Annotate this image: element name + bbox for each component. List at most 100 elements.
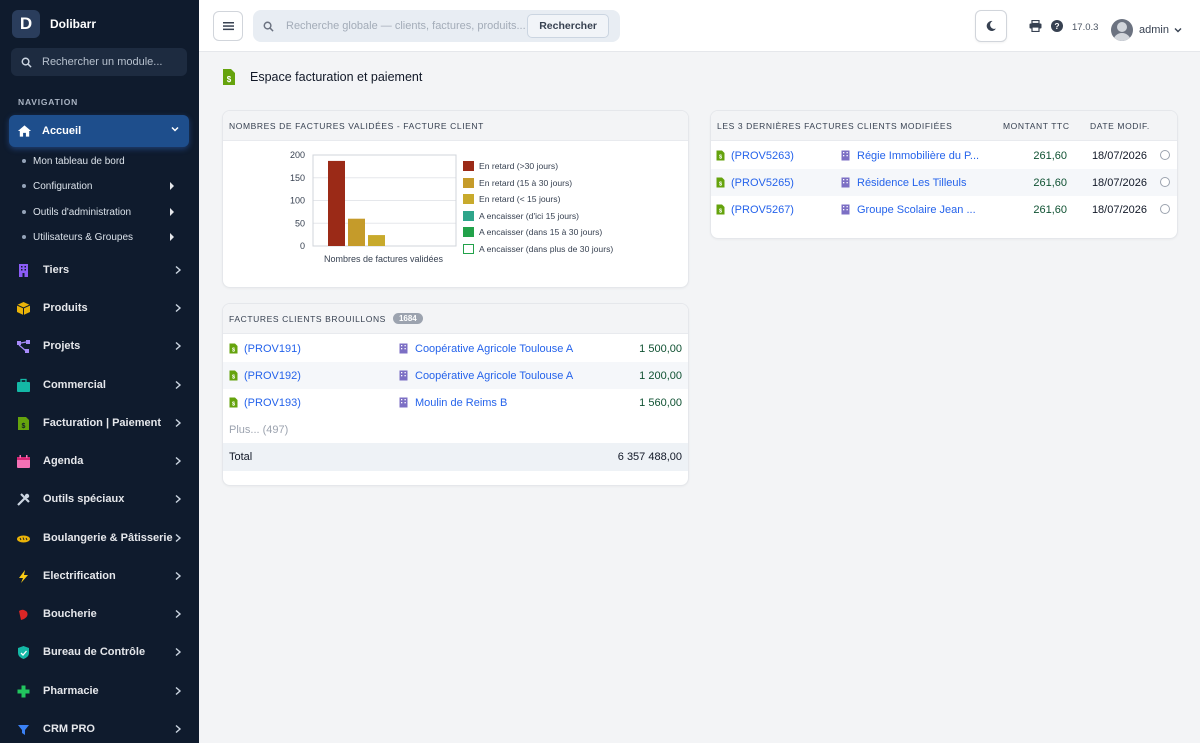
legend-label: A encaisser (dans 15 à 30 jours) bbox=[479, 227, 603, 238]
svg-text:$: $ bbox=[227, 75, 232, 84]
sidebar-item-commercial[interactable]: Commercial bbox=[16, 374, 186, 396]
client-cell: Coopérative Agricole Toulouse A bbox=[399, 370, 573, 382]
page-title: Espace facturation et paiement bbox=[250, 70, 423, 84]
sidebar-subitem-admin-tools[interactable]: Outils d'administration bbox=[22, 203, 182, 221]
sidebar-item-crm-pro[interactable]: CRM PRO bbox=[16, 718, 186, 740]
chart-card: NOMBRES DE FACTURES VALIDÉES - FACTURE C… bbox=[222, 110, 689, 288]
invoice-icon: $ bbox=[716, 204, 725, 215]
print-icon[interactable] bbox=[1029, 20, 1042, 32]
sidebar-item-agenda[interactable]: Agenda bbox=[16, 450, 186, 472]
version-label: 17.0.3 bbox=[1072, 22, 1099, 33]
sidebar-subitem-dashboard[interactable]: Mon tableau de bord bbox=[22, 152, 182, 170]
moon-icon bbox=[986, 20, 996, 31]
amount-value: 1 500,00 bbox=[639, 342, 682, 355]
client-link[interactable]: Coopérative Agricole Toulouse A bbox=[415, 342, 574, 355]
page-header: $ Espace facturation et paiement bbox=[222, 68, 422, 86]
home-icon bbox=[17, 125, 32, 137]
status-radio[interactable] bbox=[1160, 204, 1170, 214]
bar-2 bbox=[348, 218, 365, 246]
table-row: $ (PROV5265) Résidence Les Tilleuls 261,6… bbox=[711, 169, 1177, 196]
client-link[interactable]: Moulin de Reims B bbox=[415, 396, 508, 409]
chart-card-header: NOMBRES DE FACTURES VALIDÉES - FACTURE C… bbox=[223, 111, 688, 141]
draft-invoices-title: FACTURES CLIENTS BROUILLONS bbox=[229, 313, 386, 324]
bread-icon bbox=[17, 535, 30, 542]
chart-card-title: NOMBRES DE FACTURES VALIDÉES - FACTURE C… bbox=[229, 120, 484, 131]
chevron-right-icon bbox=[175, 686, 182, 696]
company-icon bbox=[841, 150, 850, 161]
more-link[interactable]: Plus... (497) bbox=[229, 423, 289, 436]
module-search-input[interactable] bbox=[42, 56, 172, 68]
total-label: Total bbox=[229, 451, 253, 463]
client-cell: Moulin de Reims B bbox=[399, 397, 507, 409]
amount-value: 1 200,00 bbox=[639, 369, 682, 382]
tools-icon bbox=[17, 492, 30, 506]
sidebar-item-label: Facturation | Paiement bbox=[43, 417, 161, 429]
subitem-label: Mon tableau de bord bbox=[33, 155, 125, 167]
user-menu[interactable]: admin bbox=[1111, 19, 1183, 41]
help-icon[interactable]: ? bbox=[1051, 20, 1063, 32]
y-tick-label: 100 bbox=[290, 196, 305, 206]
svg-text:$: $ bbox=[22, 423, 26, 430]
client-link[interactable]: Coopérative Agricole Toulouse A bbox=[415, 369, 574, 382]
sidebar-subitem-users-groups[interactable]: Utilisateurs & Groupes bbox=[22, 228, 182, 246]
invoice-ref-link[interactable]: (PROV191) bbox=[244, 342, 301, 355]
funnel-icon bbox=[18, 724, 29, 735]
client-cell: Coopérative Agricole Toulouse A bbox=[399, 343, 573, 355]
sidebar-subitem-configuration[interactable]: Configuration bbox=[22, 177, 182, 195]
status-radio[interactable] bbox=[1160, 177, 1170, 187]
sidebar-item-label: Pharmacie bbox=[43, 685, 99, 697]
svg-text:?: ? bbox=[1054, 21, 1059, 31]
menu-toggle-button[interactable] bbox=[213, 11, 243, 41]
project-icon bbox=[17, 339, 30, 353]
global-search-input[interactable] bbox=[286, 20, 526, 32]
sidebar-item-electrification[interactable]: Electrification bbox=[16, 565, 186, 587]
theme-toggle-button[interactable] bbox=[975, 10, 1007, 42]
invoice-ref-cell: $ (PROV193) bbox=[229, 397, 301, 409]
sidebar-item-boucherie[interactable]: Boucherie bbox=[16, 603, 186, 625]
invoice-ref-link[interactable]: (PROV5267) bbox=[731, 203, 794, 216]
sidebar-item-projets[interactable]: Projets bbox=[16, 335, 186, 357]
status-radio[interactable] bbox=[1160, 150, 1170, 160]
chevron-right-icon bbox=[175, 647, 182, 657]
legend-entry: En retard (>30 jours) bbox=[463, 158, 613, 175]
building-icon bbox=[19, 263, 28, 277]
sidebar-item-label: Bureau de Contrôle bbox=[43, 646, 146, 658]
invoice-ref-link[interactable]: (PROV193) bbox=[244, 396, 301, 409]
sidebar-item-boulangerie-patisserie[interactable]: Boulangerie & Pâtisserie bbox=[16, 527, 186, 549]
client-link[interactable]: Régie Immobilière du P... bbox=[857, 149, 980, 162]
company-icon bbox=[399, 397, 408, 408]
sidebar-item-bureau-de-controle[interactable]: Bureau de Contrôle bbox=[16, 641, 186, 663]
invoice-ref-link[interactable]: (PROV192) bbox=[244, 369, 301, 382]
brand[interactable]: D Dolibarr bbox=[12, 10, 96, 38]
legend-swatch bbox=[463, 161, 474, 172]
chevron-right-icon bbox=[175, 494, 182, 504]
client-link[interactable]: Groupe Scolaire Jean ... bbox=[857, 203, 976, 216]
sidebar-item-produits[interactable]: Produits bbox=[16, 297, 186, 319]
sidebar-item-outils-speciaux[interactable]: Outils spéciaux bbox=[16, 488, 186, 510]
amount-value: 1 560,00 bbox=[639, 396, 682, 409]
invoice-ref-link[interactable]: (PROV5265) bbox=[731, 176, 794, 189]
sidebar-item-accueil[interactable]: Accueil bbox=[9, 115, 189, 147]
company-icon bbox=[841, 204, 850, 215]
legend-entry: A encaisser (d'ici 15 jours) bbox=[463, 208, 613, 225]
chevron-right-icon bbox=[175, 609, 182, 619]
bar-chart: 0 50 100 150 200 Nombres de factures validées bbox=[290, 150, 457, 264]
sidebar-item-pharmacie[interactable]: Pharmacie bbox=[16, 680, 186, 702]
sidebar-item-facturation-paiement[interactable]: $ Facturation | Paiement bbox=[16, 412, 186, 434]
y-tick-label: 50 bbox=[295, 218, 305, 228]
svg-text:$: $ bbox=[719, 182, 722, 188]
legend-swatch bbox=[463, 243, 474, 254]
client-link[interactable]: Résidence Les Tilleuls bbox=[857, 176, 967, 189]
svg-text:$: $ bbox=[719, 209, 722, 215]
legend-entry: En retard (15 à 30 jours) bbox=[463, 175, 613, 192]
amount-value: 261,60 bbox=[1033, 149, 1067, 162]
client-cell: Résidence Les Tilleuls bbox=[841, 177, 966, 189]
legend-label: En retard (>30 jours) bbox=[479, 161, 559, 172]
sidebar-item-label: Projets bbox=[43, 340, 81, 352]
table-row: $ (PROV5267) Groupe Scolaire Jean ... 261… bbox=[711, 196, 1177, 223]
invoice-icon: $ bbox=[223, 69, 235, 85]
briefcase-icon bbox=[17, 378, 30, 392]
search-button[interactable]: Rechercher bbox=[527, 14, 609, 38]
invoice-ref-link[interactable]: (PROV5263) bbox=[731, 149, 794, 162]
sidebar-item-tiers[interactable]: Tiers bbox=[16, 259, 186, 281]
